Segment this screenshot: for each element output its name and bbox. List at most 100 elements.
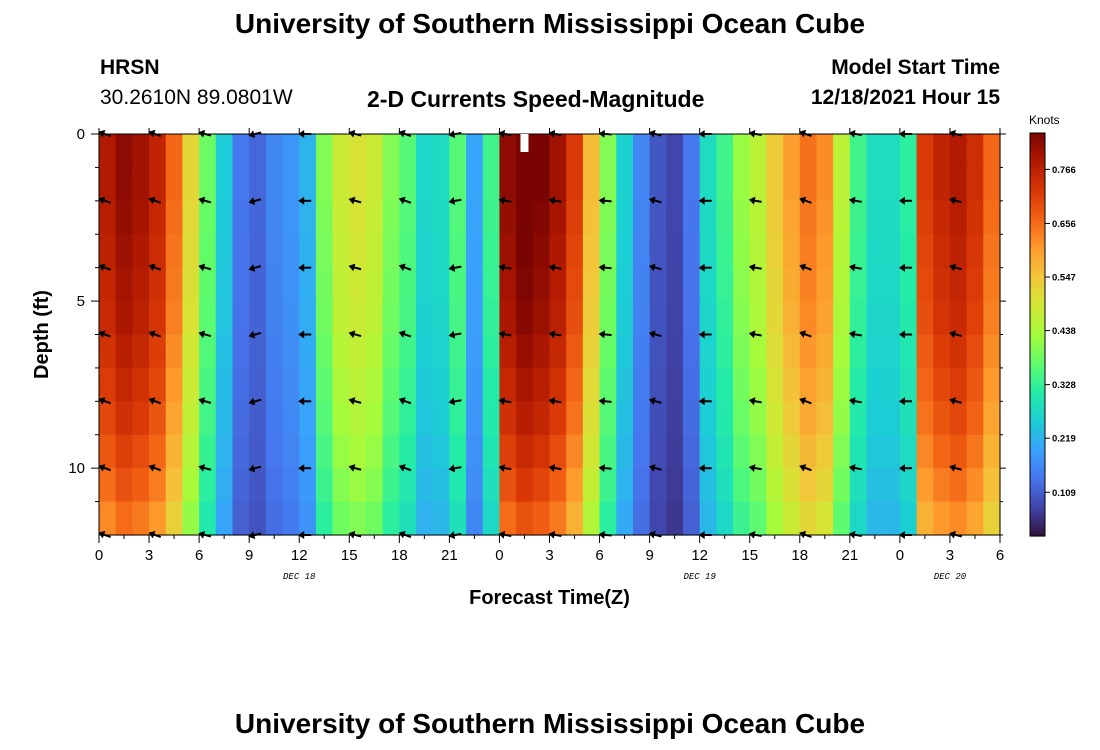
heat-cell bbox=[666, 134, 684, 169]
heat-cell bbox=[365, 301, 384, 336]
current-arrow bbox=[748, 464, 762, 472]
heat-cell bbox=[399, 468, 417, 503]
heat-cell bbox=[349, 301, 367, 336]
current-arrow bbox=[98, 330, 111, 338]
colorbar-segment bbox=[1030, 533, 1045, 537]
heat-cell bbox=[983, 468, 1001, 503]
colorbar-segment bbox=[1030, 412, 1045, 416]
current-arrow bbox=[748, 397, 762, 406]
heat-cell bbox=[749, 468, 768, 503]
heat-cell bbox=[849, 401, 868, 436]
current-arrow bbox=[198, 397, 212, 405]
heat-cell bbox=[983, 301, 1001, 336]
heat-cell bbox=[332, 434, 350, 469]
heat-cell bbox=[482, 367, 501, 402]
heat-cell bbox=[632, 234, 651, 269]
heat-cell bbox=[149, 234, 167, 269]
heat-cell bbox=[649, 468, 667, 503]
heat-cell bbox=[616, 167, 634, 202]
heat-cell bbox=[766, 501, 784, 536]
heat-cell bbox=[833, 301, 851, 336]
heat-cell bbox=[849, 200, 868, 235]
heat-cell bbox=[449, 334, 467, 369]
heat-cell bbox=[899, 167, 918, 202]
heat-cell bbox=[649, 434, 667, 469]
heat-cell bbox=[632, 501, 651, 536]
heat-cell bbox=[666, 401, 684, 436]
heat-cell bbox=[699, 468, 717, 503]
heat-cell bbox=[315, 200, 334, 235]
heat-cell bbox=[149, 334, 167, 369]
x-tick-label: 12 bbox=[291, 547, 308, 564]
heat-cell bbox=[749, 334, 768, 369]
colorbar-segment bbox=[1030, 299, 1045, 303]
heat-cell bbox=[733, 334, 751, 369]
page-title: University of Southern Mississippi Ocean… bbox=[234, 8, 866, 39]
heat-cell bbox=[799, 367, 818, 402]
heat-cell bbox=[699, 501, 717, 536]
current-arrow bbox=[949, 397, 962, 405]
current-arrow bbox=[98, 464, 111, 472]
heat-cell bbox=[682, 134, 701, 169]
colorbar-segment bbox=[1030, 271, 1045, 275]
x-tick-label: 0 bbox=[896, 547, 904, 564]
current-arrow bbox=[799, 196, 812, 205]
heat-cell bbox=[132, 167, 150, 202]
colorbar-segment bbox=[1030, 256, 1045, 260]
heat-cell bbox=[165, 367, 184, 402]
heat-cell bbox=[933, 367, 951, 402]
heat-cell bbox=[599, 234, 617, 269]
heat-cell bbox=[466, 367, 484, 402]
heat-cell bbox=[766, 334, 784, 369]
heat-cell bbox=[899, 468, 918, 503]
current-arrow bbox=[698, 464, 712, 473]
colorbar-segment bbox=[1030, 498, 1045, 502]
current-arrow bbox=[698, 330, 712, 339]
heat-cell bbox=[165, 434, 184, 469]
heat-cell bbox=[566, 367, 584, 402]
heat-cell bbox=[866, 401, 884, 436]
current-arrow bbox=[949, 263, 962, 272]
heat-cell bbox=[466, 234, 484, 269]
colorbar-segment bbox=[1030, 410, 1045, 414]
current-arrow bbox=[898, 330, 912, 339]
colorbar-segment bbox=[1030, 206, 1045, 210]
heat-cell bbox=[682, 501, 701, 536]
current-arrow bbox=[448, 330, 462, 339]
current-arrow bbox=[348, 464, 362, 472]
colorbar-tick-label: 0.109 bbox=[1052, 488, 1076, 499]
current-arrow bbox=[799, 397, 812, 405]
heat-cell bbox=[849, 501, 868, 536]
heat-cell bbox=[799, 468, 818, 503]
heat-cell bbox=[499, 334, 517, 369]
heat-cell bbox=[949, 234, 968, 269]
heat-cell bbox=[232, 301, 250, 336]
colorbar-segment bbox=[1030, 354, 1045, 358]
current-arrow bbox=[248, 330, 262, 339]
heat-cell bbox=[249, 434, 267, 469]
heat-cell bbox=[833, 267, 851, 302]
colorbar-tick-label: 0.219 bbox=[1052, 434, 1076, 445]
heat-cell bbox=[199, 167, 217, 202]
heat-cell bbox=[816, 200, 834, 235]
colorbar-segment bbox=[1030, 316, 1045, 320]
heat-cell bbox=[599, 301, 617, 336]
heat-cell bbox=[165, 167, 184, 202]
heat-cell bbox=[382, 434, 400, 469]
heat-cell bbox=[849, 434, 868, 469]
heat-cell bbox=[933, 134, 951, 169]
heat-cell bbox=[115, 200, 133, 235]
heat-cell bbox=[365, 501, 384, 536]
colorbar-segment bbox=[1030, 133, 1045, 137]
heat-cell bbox=[315, 167, 334, 202]
current-arrow bbox=[298, 397, 312, 406]
colorbar-segment bbox=[1030, 188, 1045, 192]
heat-cell bbox=[432, 401, 450, 436]
colorbar-segment bbox=[1030, 372, 1045, 376]
heat-cell bbox=[849, 334, 868, 369]
x-tick-label: 6 bbox=[195, 547, 203, 564]
heat-cell bbox=[315, 267, 334, 302]
heat-cell bbox=[849, 301, 868, 336]
heat-cell bbox=[716, 367, 734, 402]
heat-cell bbox=[716, 434, 734, 469]
